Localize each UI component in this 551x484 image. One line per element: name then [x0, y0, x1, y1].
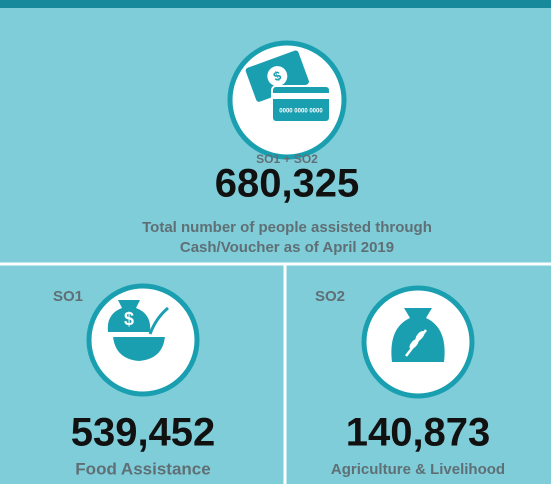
caption: Total number of people assisted through: [142, 219, 432, 236]
svg-text:0000 0000 0000: 0000 0000 0000: [279, 109, 323, 115]
panel-label: Agriculture & Livelihood: [331, 461, 505, 478]
top-bar: [0, 0, 551, 8]
food-icon: $: [86, 283, 200, 397]
panel-value: 539,452: [71, 411, 216, 455]
panel-tag: SO2: [315, 288, 345, 305]
seed-icon: [361, 285, 475, 399]
badge: SO1 + SO2: [256, 152, 318, 166]
cash-icon: $ 0000 0000 0000: [227, 40, 347, 160]
panel-value: 140,873: [346, 411, 491, 455]
panel-tag: SO1: [53, 288, 83, 305]
caption: Cash/Voucher as of April 2019: [180, 239, 394, 256]
panel-label: Food Assistance: [75, 459, 210, 478]
svg-text:$: $: [124, 309, 134, 329]
total-value: 680,325: [215, 162, 360, 206]
